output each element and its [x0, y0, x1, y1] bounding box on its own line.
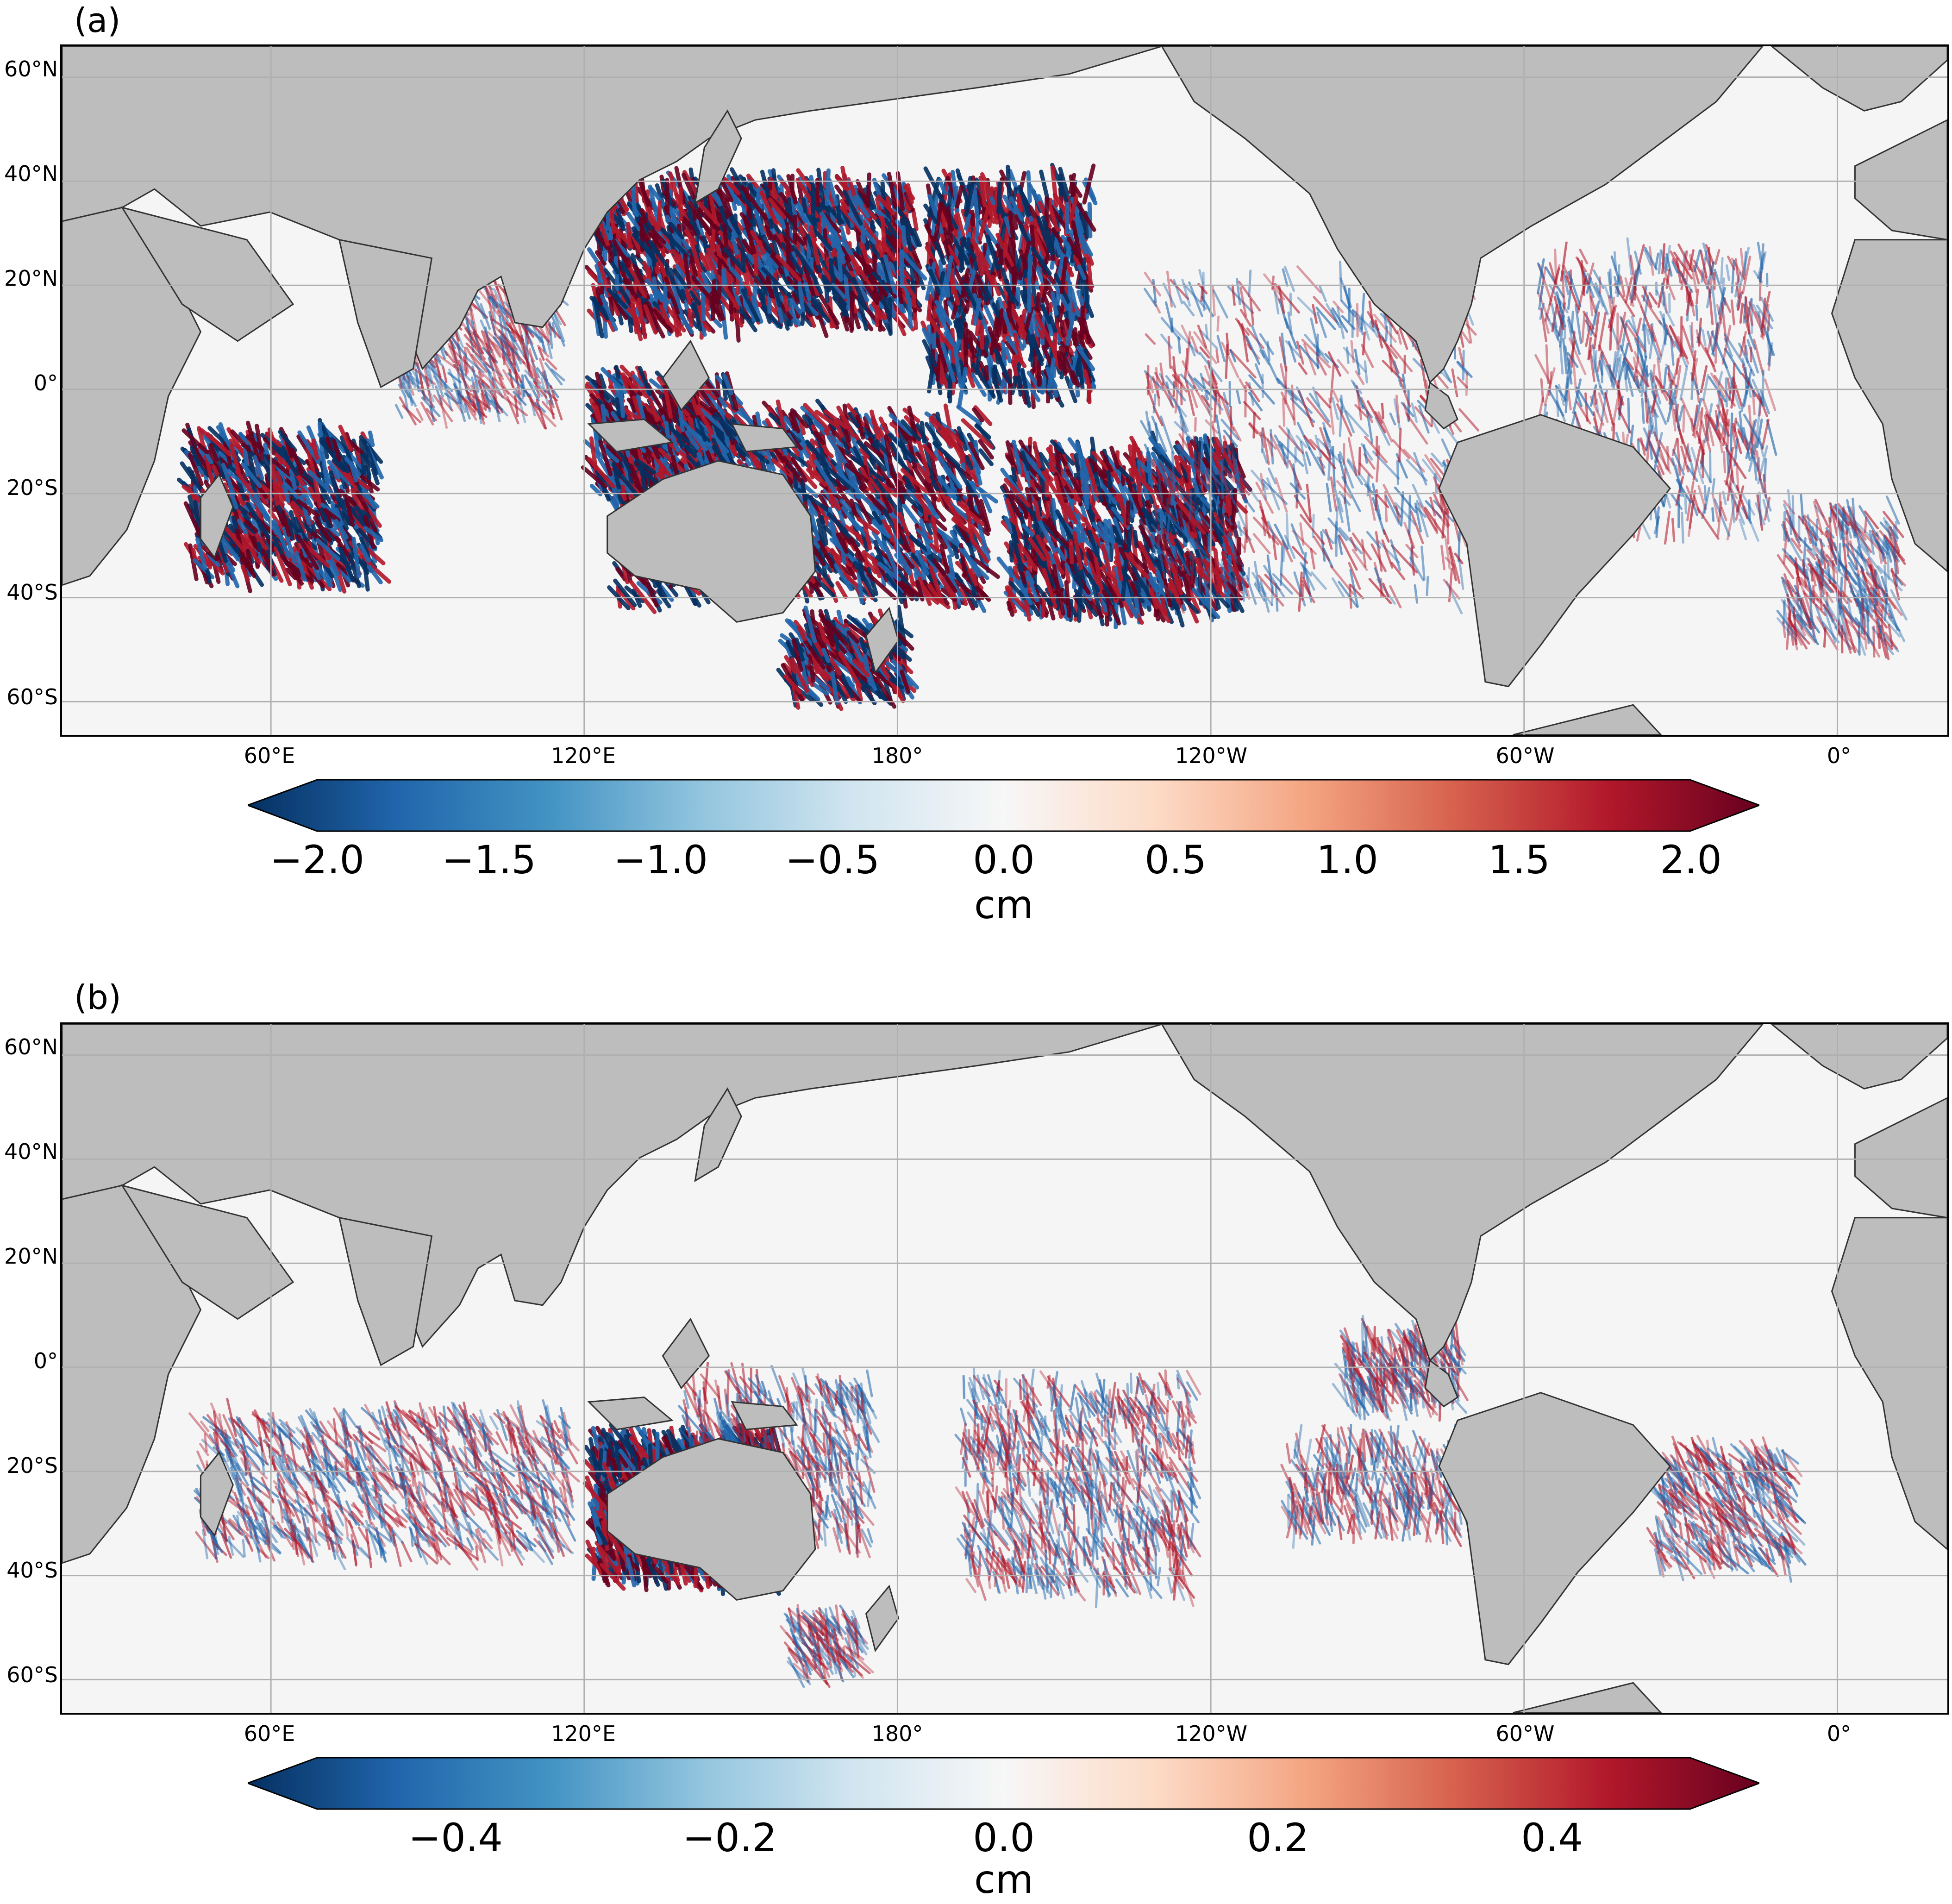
map-panel-a [60, 44, 1949, 737]
lon-label: 60°W [1495, 743, 1555, 768]
colorbar-b-tick: 0.4 [1521, 1815, 1583, 1860]
lat-label: 40°S [6, 580, 58, 605]
colorbar-a [248, 779, 1759, 832]
lat-label: 40°S [6, 1558, 58, 1583]
lat-label: 20°S [6, 1453, 58, 1478]
lat-label: 0° [33, 1348, 58, 1373]
lon-label: 180° [871, 743, 923, 768]
colorbar-a-tick: 0.0 [973, 837, 1035, 883]
colorbar-b-tick: 0.0 [973, 1815, 1035, 1860]
lon-label: 120°W [1175, 743, 1248, 768]
panel-b-label: (b) [74, 978, 121, 1017]
lon-label: 60°E [244, 743, 295, 768]
colorbar-a-tick: 1.0 [1316, 837, 1378, 883]
colorbar-a-tick: −2.0 [270, 837, 364, 883]
lat-label: 60°N [4, 1034, 58, 1059]
lon-label: 120°E [551, 1721, 616, 1746]
lat-label: 20°S [6, 475, 58, 500]
colorbar-a-units: cm [974, 882, 1034, 927]
map-panel-b [60, 1022, 1949, 1715]
lon-label: 180° [871, 1721, 923, 1746]
colorbar-b-tick: 0.2 [1247, 1815, 1309, 1860]
lat-label: 0° [33, 370, 58, 395]
lon-label: 120°E [551, 743, 616, 768]
lat-label: 20°N [4, 1244, 58, 1269]
lon-label: 120°W [1175, 1721, 1248, 1746]
colorbar-b-tick: −0.2 [682, 1815, 777, 1860]
map-a-svg [62, 46, 1947, 735]
colorbar-a-tick: 1.5 [1488, 837, 1550, 883]
colorbar-a-tick: −1.0 [613, 837, 708, 883]
colorbar-a-tick: −0.5 [785, 837, 880, 883]
colorbar-a-tick: 2.0 [1660, 837, 1722, 883]
lat-label: 60°N [4, 56, 58, 81]
panel-a-label: (a) [74, 1, 121, 40]
colorbar-b-units: cm [974, 1857, 1034, 1902]
colorbar-a-tick: −1.5 [442, 837, 536, 883]
lon-label: 60°W [1495, 1721, 1555, 1746]
lon-label: 0° [1827, 1721, 1852, 1746]
lat-label: 60°S [6, 1662, 58, 1687]
colorbar-b [248, 1757, 1759, 1810]
lat-label: 20°N [4, 266, 58, 291]
lat-label: 40°N [4, 1139, 58, 1164]
colorbar-a-tick: 0.5 [1145, 837, 1207, 883]
lat-label: 60°S [6, 684, 58, 709]
map-b-svg [62, 1024, 1947, 1713]
colorbar-b-tick: −0.4 [408, 1815, 503, 1860]
lon-label: 0° [1827, 743, 1852, 768]
lon-label: 60°E [244, 1721, 295, 1746]
lat-label: 40°N [4, 161, 58, 186]
